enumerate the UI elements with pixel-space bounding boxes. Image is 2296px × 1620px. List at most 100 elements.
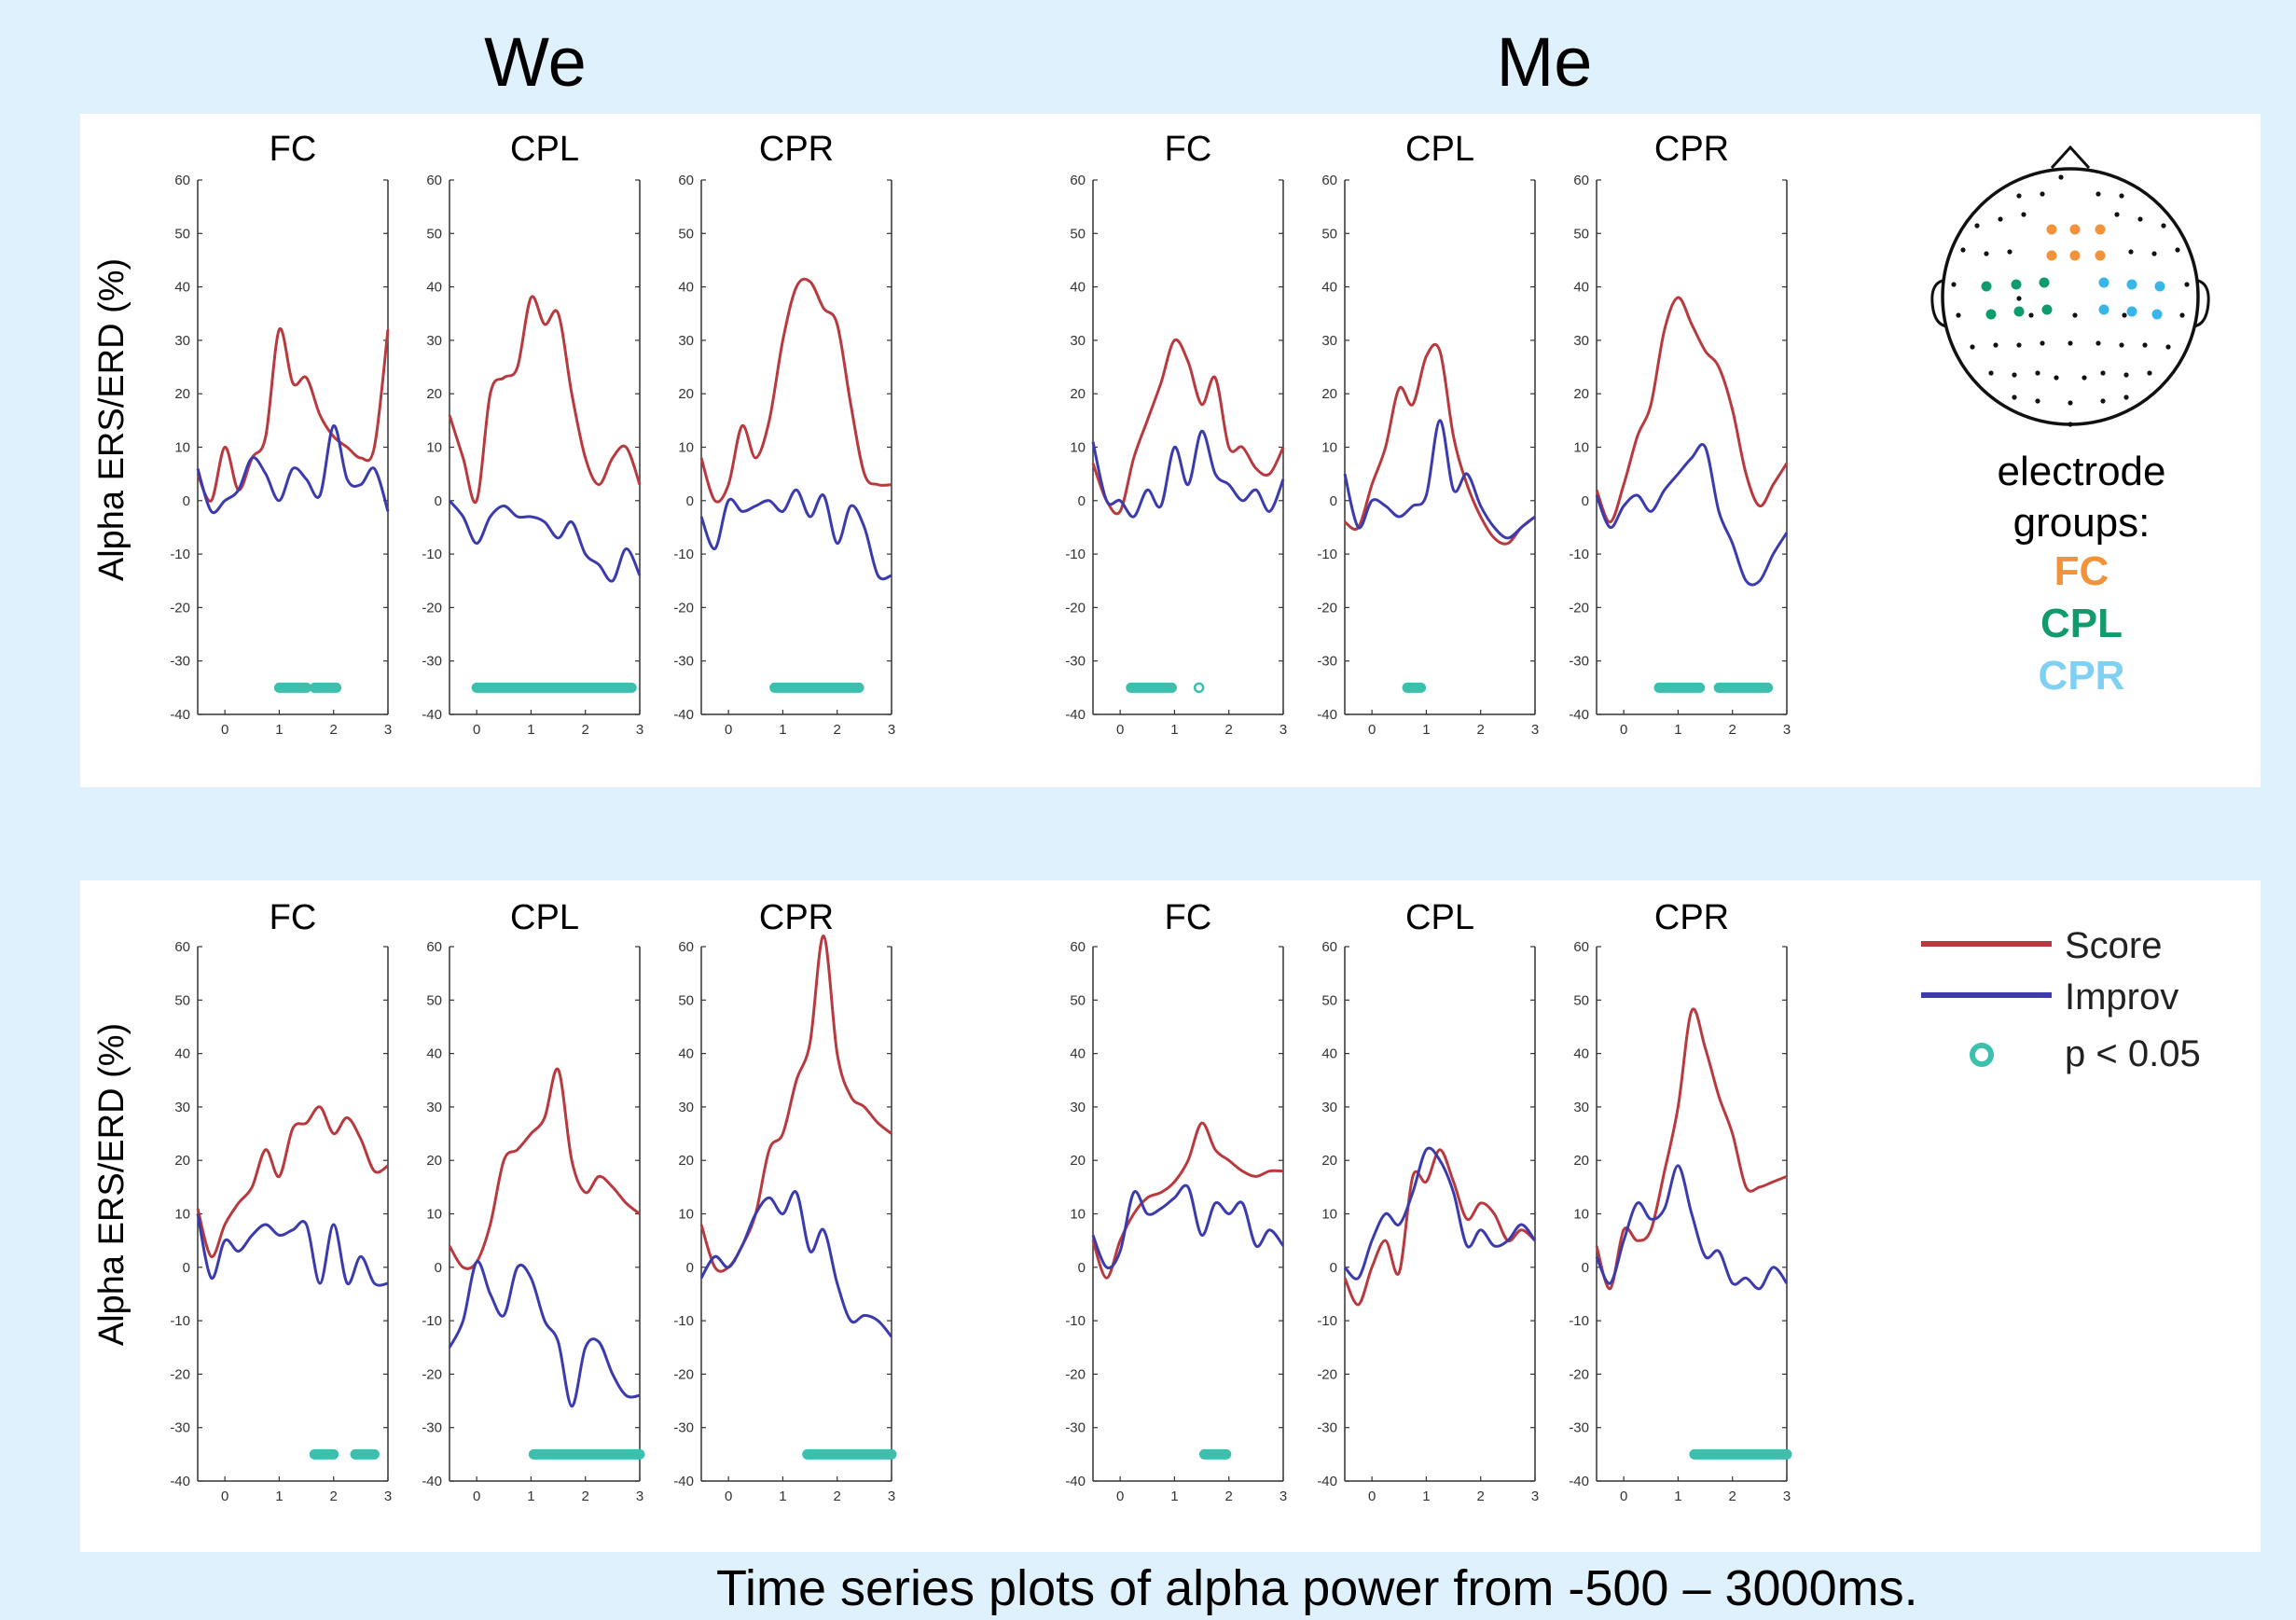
electrode-cpr bbox=[2098, 277, 2109, 288]
x-tick-label: 3 bbox=[1279, 722, 1287, 738]
y-tick-label: 30 bbox=[1070, 1100, 1086, 1115]
electrode-dot bbox=[2016, 296, 2022, 301]
y-tick-label: -30 bbox=[422, 654, 442, 670]
electrode-dot bbox=[2175, 247, 2180, 253]
series-line-improv bbox=[1595, 443, 1789, 587]
y-tick-label: -20 bbox=[1065, 1366, 1086, 1382]
y-tick-label: -30 bbox=[170, 1420, 190, 1436]
series-line-score bbox=[699, 277, 892, 504]
series-line-improv bbox=[699, 488, 892, 581]
series-line-score bbox=[1595, 296, 1789, 524]
electrode-dot bbox=[2119, 342, 2124, 348]
y-tick-label: 0 bbox=[1582, 493, 1589, 509]
y-tick-label: 40 bbox=[1573, 280, 1589, 296]
y-tick-label: -20 bbox=[1317, 600, 1337, 616]
y-tick-label: 40 bbox=[1321, 1046, 1337, 1062]
y-tick-label: -10 bbox=[673, 547, 694, 562]
electrode-dot bbox=[2054, 375, 2059, 381]
head-outline bbox=[1941, 167, 2200, 426]
x-tick-label: 3 bbox=[1783, 722, 1791, 738]
y-tick-label: -10 bbox=[170, 1313, 190, 1329]
x-tick-label: 1 bbox=[275, 722, 283, 738]
y-tick-label: -20 bbox=[422, 600, 442, 616]
electrode-dot bbox=[2128, 249, 2134, 255]
electrode-dot bbox=[2137, 216, 2143, 222]
series-line-score bbox=[1091, 338, 1285, 516]
significance-point bbox=[1193, 682, 1205, 694]
electrode-dot bbox=[1960, 247, 1966, 253]
y-tick-label: 0 bbox=[435, 493, 442, 509]
y-tick-label: -20 bbox=[170, 1366, 190, 1382]
electrode-cpl bbox=[2041, 304, 2053, 315]
electrode-dot bbox=[2007, 249, 2012, 255]
electrode-fc bbox=[2095, 224, 2106, 235]
y-tick-label: -40 bbox=[422, 707, 442, 723]
chart-panel-me-cpr-row2: CPR -40 -30 -20 -10 0 10 20 30 40 50 60 0 1 2 3 bbox=[1569, 898, 1792, 1504]
y-tick-label: -40 bbox=[1569, 1474, 1589, 1489]
y-tick-label: 50 bbox=[1573, 992, 1589, 1008]
y-tick-label: 10 bbox=[1070, 440, 1086, 456]
electrode-dot bbox=[2068, 340, 2073, 346]
y-tick-label: 60 bbox=[1321, 173, 1337, 188]
series-line-score bbox=[699, 934, 892, 1273]
y-tick-label: 0 bbox=[1078, 1260, 1086, 1276]
y-tick-label: 50 bbox=[678, 992, 694, 1008]
electrode-dot bbox=[2142, 342, 2148, 348]
chart-panel-we-fc-row2: FC -40 -30 -20 -10 0 10 20 30 40 50 60 0 1 2 3 Alpha ERS… bbox=[92, 898, 392, 1504]
y-tick-label: -40 bbox=[673, 707, 694, 723]
y-tick-label: 30 bbox=[426, 1100, 442, 1115]
y-tick-label: 40 bbox=[174, 280, 190, 296]
y-tick-label: 20 bbox=[678, 1153, 694, 1169]
y-tick-label: 10 bbox=[426, 1207, 442, 1223]
y-tick-label: -30 bbox=[1569, 1420, 1589, 1436]
y-tick-label: -10 bbox=[1569, 547, 1589, 562]
series-line-improv bbox=[1091, 1184, 1285, 1269]
panel-title: CPL bbox=[1405, 130, 1474, 169]
figure-caption: Time series plots of alpha power from -5… bbox=[716, 1560, 1918, 1616]
panel-title: CPR bbox=[1654, 898, 1729, 937]
y-tick-label: -20 bbox=[1569, 1366, 1589, 1382]
y-tick-label: 10 bbox=[678, 440, 694, 456]
y-tick-label: -30 bbox=[1317, 1420, 1337, 1436]
electrode-group-cpr: CPR bbox=[2038, 653, 2125, 699]
y-tick-label: -40 bbox=[1065, 707, 1086, 723]
chart-panel-me-cpl-row2: CPL -40 -30 -20 -10 0 10 20 30 40 50 60 0 1 2 3 bbox=[1317, 898, 1539, 1504]
nose bbox=[2050, 145, 2091, 170]
y-tick-label: -30 bbox=[1065, 1420, 1086, 1436]
y-tick-label: -40 bbox=[1317, 1474, 1337, 1489]
x-tick-label: 3 bbox=[636, 1488, 643, 1504]
electrode-dot bbox=[2100, 398, 2106, 404]
electrode-dot bbox=[2100, 370, 2106, 376]
y-tick-label: 50 bbox=[1573, 226, 1589, 242]
y-tick-label: 30 bbox=[174, 333, 190, 349]
y-tick-label: 20 bbox=[1321, 386, 1337, 402]
panel-row2 bbox=[80, 880, 2261, 1552]
electrode-dot bbox=[2068, 422, 2073, 427]
y-tick-label: 30 bbox=[174, 1100, 190, 1115]
x-tick-label: 1 bbox=[1170, 722, 1178, 738]
y-tick-label: 50 bbox=[1321, 992, 1337, 1008]
header-we: We bbox=[484, 23, 587, 101]
electrode-dot bbox=[2058, 174, 2064, 180]
y-tick-label: 50 bbox=[1321, 226, 1337, 242]
x-tick-label: 2 bbox=[330, 722, 338, 738]
y-tick-label: 50 bbox=[678, 226, 694, 242]
y-tick-label: 10 bbox=[1321, 440, 1337, 456]
series-line-score bbox=[1344, 342, 1536, 546]
y-tick-label: 30 bbox=[1573, 1100, 1589, 1115]
y-tick-label: 20 bbox=[174, 386, 190, 402]
chart-panel-me-cpl-row1: CPL -40 -30 -20 -10 0 10 20 30 40 50 60 0 1 2 3 bbox=[1317, 130, 1539, 738]
y-tick-label: 0 bbox=[1330, 493, 1337, 509]
electrode-dot bbox=[2021, 212, 2026, 217]
chart-panel-we-cpr-row2: CPR -40 -30 -20 -10 0 10 20 30 40 50 60 0 1 2 3 bbox=[673, 898, 897, 1504]
x-tick-label: 0 bbox=[725, 722, 732, 738]
electrode-cpl bbox=[1981, 281, 1992, 292]
series-line-score bbox=[1595, 1007, 1788, 1291]
y-tick-label: 50 bbox=[426, 992, 442, 1008]
y-tick-label: 20 bbox=[1321, 1153, 1337, 1169]
electrode-cpr bbox=[2126, 306, 2137, 317]
electrode-dot bbox=[2151, 251, 2157, 256]
y-tick-label: 10 bbox=[1070, 1207, 1086, 1223]
panel-title: CPR bbox=[1654, 130, 1729, 169]
chart-panel-we-cpr-row1: CPR -40 -30 -20 -10 0 10 20 30 40 50 60 0 1 2 3 bbox=[673, 130, 895, 738]
